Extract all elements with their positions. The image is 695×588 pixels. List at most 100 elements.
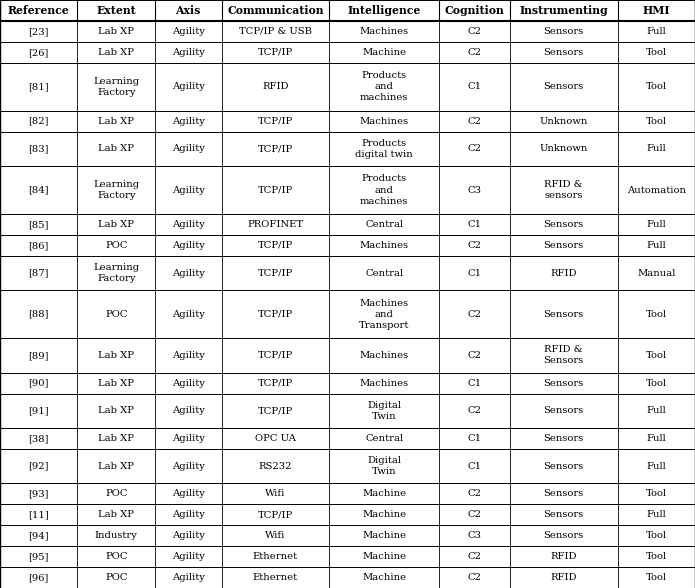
Text: Machine: Machine	[362, 489, 406, 498]
Text: Machine: Machine	[362, 48, 406, 57]
Text: Lab XP: Lab XP	[98, 351, 134, 360]
Text: Sensors: Sensors	[543, 434, 584, 443]
Text: Lab XP: Lab XP	[98, 379, 134, 387]
Text: Agility: Agility	[172, 241, 205, 250]
Text: POC: POC	[105, 310, 127, 319]
Text: TCP/IP: TCP/IP	[258, 406, 293, 415]
Text: Sensors: Sensors	[543, 406, 584, 415]
Text: C2: C2	[468, 27, 482, 36]
Text: Products
digital twin: Products digital twin	[355, 139, 413, 159]
Text: [96]: [96]	[28, 573, 49, 582]
Text: Extent: Extent	[97, 5, 136, 16]
Text: C1: C1	[468, 220, 482, 229]
Text: TCP/IP: TCP/IP	[258, 351, 293, 360]
Text: RFID: RFID	[550, 269, 577, 278]
Text: Agility: Agility	[172, 510, 205, 519]
Text: Sensors: Sensors	[543, 310, 584, 319]
Text: Learning
Factory: Learning Factory	[93, 263, 139, 283]
Text: Agility: Agility	[172, 82, 205, 91]
Text: Sensors: Sensors	[543, 82, 584, 91]
Text: Cognition: Cognition	[445, 5, 505, 16]
Text: Lab XP: Lab XP	[98, 145, 134, 153]
Text: [38]: [38]	[28, 434, 49, 443]
Text: Lab XP: Lab XP	[98, 27, 134, 36]
Text: TCP/IP: TCP/IP	[258, 116, 293, 126]
Text: Agility: Agility	[172, 434, 205, 443]
Text: Agility: Agility	[172, 269, 205, 278]
Text: Manual: Manual	[637, 269, 676, 278]
Text: [85]: [85]	[28, 220, 49, 229]
Text: RFID: RFID	[550, 573, 577, 582]
Text: Agility: Agility	[172, 406, 205, 415]
Text: C2: C2	[468, 145, 482, 153]
Text: [93]: [93]	[28, 489, 49, 498]
Text: OPC UA: OPC UA	[255, 434, 296, 443]
Text: Agility: Agility	[172, 220, 205, 229]
Text: C2: C2	[468, 510, 482, 519]
Text: Sensors: Sensors	[543, 27, 584, 36]
Text: TCP/IP: TCP/IP	[258, 186, 293, 195]
Text: Full: Full	[646, 406, 666, 415]
Text: Agility: Agility	[172, 462, 205, 470]
Text: RFID &
Sensors: RFID & Sensors	[543, 345, 584, 366]
Text: [91]: [91]	[28, 406, 49, 415]
Text: C2: C2	[468, 241, 482, 250]
Text: Machines: Machines	[359, 379, 409, 387]
Text: TCP/IP: TCP/IP	[258, 241, 293, 250]
Text: PROFINET: PROFINET	[247, 220, 304, 229]
Text: Digital
Twin: Digital Twin	[367, 400, 401, 421]
Text: [88]: [88]	[28, 310, 49, 319]
Text: C2: C2	[468, 116, 482, 126]
Text: Ethernet: Ethernet	[253, 573, 298, 582]
Text: HMI: HMI	[642, 5, 670, 16]
Text: [11]: [11]	[28, 510, 49, 519]
Text: Agility: Agility	[172, 116, 205, 126]
Text: Lab XP: Lab XP	[98, 116, 134, 126]
Text: Unknown: Unknown	[539, 116, 588, 126]
Text: Full: Full	[646, 145, 666, 153]
Text: C1: C1	[468, 462, 482, 470]
Text: Machine: Machine	[362, 510, 406, 519]
Text: TCP/IP: TCP/IP	[258, 379, 293, 387]
Text: Wifi: Wifi	[265, 489, 286, 498]
Text: Sensors: Sensors	[543, 48, 584, 57]
Text: [95]: [95]	[28, 552, 49, 561]
Text: Machines: Machines	[359, 27, 409, 36]
Text: Lab XP: Lab XP	[98, 48, 134, 57]
Text: Intelligence: Intelligence	[348, 5, 420, 16]
Text: TCP/IP: TCP/IP	[258, 48, 293, 57]
Text: Sensors: Sensors	[543, 489, 584, 498]
Text: Digital
Twin: Digital Twin	[367, 456, 401, 476]
Text: [90]: [90]	[28, 379, 49, 387]
Text: Sensors: Sensors	[543, 462, 584, 470]
Text: Sensors: Sensors	[543, 379, 584, 387]
Text: Machine: Machine	[362, 573, 406, 582]
Text: Agility: Agility	[172, 27, 205, 36]
Text: C1: C1	[468, 379, 482, 387]
Text: Tool: Tool	[646, 82, 667, 91]
Text: Full: Full	[646, 434, 666, 443]
Text: Full: Full	[646, 462, 666, 470]
Text: Wifi: Wifi	[265, 531, 286, 540]
Text: Agility: Agility	[172, 489, 205, 498]
Text: Industry: Industry	[95, 531, 138, 540]
Text: Lab XP: Lab XP	[98, 434, 134, 443]
Text: C2: C2	[468, 489, 482, 498]
Text: Full: Full	[646, 241, 666, 250]
Text: Machines: Machines	[359, 116, 409, 126]
Text: [81]: [81]	[28, 82, 49, 91]
Text: Sensors: Sensors	[543, 220, 584, 229]
Text: [84]: [84]	[28, 186, 49, 195]
Text: Tool: Tool	[646, 48, 667, 57]
Text: Agility: Agility	[172, 310, 205, 319]
Text: Reference: Reference	[8, 5, 70, 16]
Text: Products
and
machines: Products and machines	[360, 71, 408, 102]
Text: [83]: [83]	[28, 145, 49, 153]
Text: Machines
and
Transport: Machines and Transport	[359, 299, 409, 330]
Text: C2: C2	[468, 310, 482, 319]
Text: Tool: Tool	[646, 310, 667, 319]
Text: Machines: Machines	[359, 351, 409, 360]
Text: Lab XP: Lab XP	[98, 220, 134, 229]
Text: Agility: Agility	[172, 145, 205, 153]
Text: TCP/IP & USB: TCP/IP & USB	[239, 27, 312, 36]
